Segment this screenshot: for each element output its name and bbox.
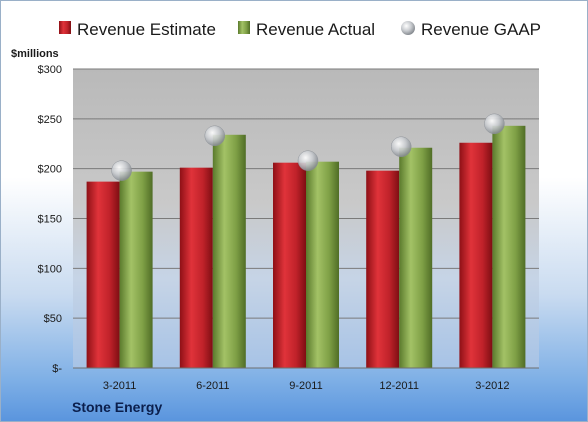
point-revenue-gaap <box>297 150 319 171</box>
legend-label-revenue-gaap: Revenue GAAP <box>421 20 541 39</box>
legend-label-revenue-actual: Revenue Actual <box>256 20 375 39</box>
legend: Revenue Estimate Revenue Actual Revenue … <box>59 20 541 39</box>
bar-revenue-estimate <box>273 162 306 368</box>
bar-revenue-estimate <box>459 142 493 368</box>
y-tick-label: $150 <box>38 214 62 226</box>
bar-revenue-actual <box>212 134 246 368</box>
legend-label-revenue-estimate: Revenue Estimate <box>77 20 216 39</box>
bar-revenue-estimate <box>86 181 120 368</box>
x-tick-label: 9-2011 <box>289 380 322 392</box>
point-revenue-gaap <box>111 160 132 181</box>
bar-revenue-actual <box>306 161 339 368</box>
y-axis-ticks: $- $50 $100 $150 $200 $250 $300 <box>38 64 63 375</box>
x-tick-label: 3-2012 <box>475 380 509 392</box>
point-revenue-gaap <box>390 136 412 157</box>
bar-revenue-actual <box>492 125 526 368</box>
x-tick-label: 3-2011 <box>103 380 136 392</box>
y-tick-label: $- <box>52 363 62 375</box>
x-tick-label: 6-2011 <box>196 380 229 392</box>
bar-revenue-actual <box>399 147 433 368</box>
bars <box>86 125 526 368</box>
y-tick-label: $200 <box>38 164 62 176</box>
point-revenue-gaap <box>484 113 505 135</box>
y-tick-label: $100 <box>38 263 62 275</box>
x-axis-ticks: 3-2011 6-2011 9-2011 12-2011 3-2012 <box>103 380 510 392</box>
legend-marker-revenue-gaap <box>401 21 415 35</box>
gaap-points <box>111 113 505 181</box>
x-tick-label: 12-2011 <box>379 380 419 392</box>
legend-swatch-revenue-actual <box>238 21 250 34</box>
bar-revenue-actual <box>119 171 153 368</box>
company-name: Stone Energy <box>72 399 162 415</box>
y-axis-unit-label: $millions <box>11 48 59 60</box>
y-tick-label: $300 <box>38 64 62 76</box>
point-revenue-gaap <box>204 125 226 147</box>
legend-swatch-revenue-estimate <box>59 21 71 34</box>
y-tick-label: $250 <box>38 114 62 126</box>
y-tick-label: $50 <box>44 313 62 325</box>
bar-revenue-estimate <box>366 170 400 368</box>
bar-revenue-estimate <box>179 167 213 368</box>
